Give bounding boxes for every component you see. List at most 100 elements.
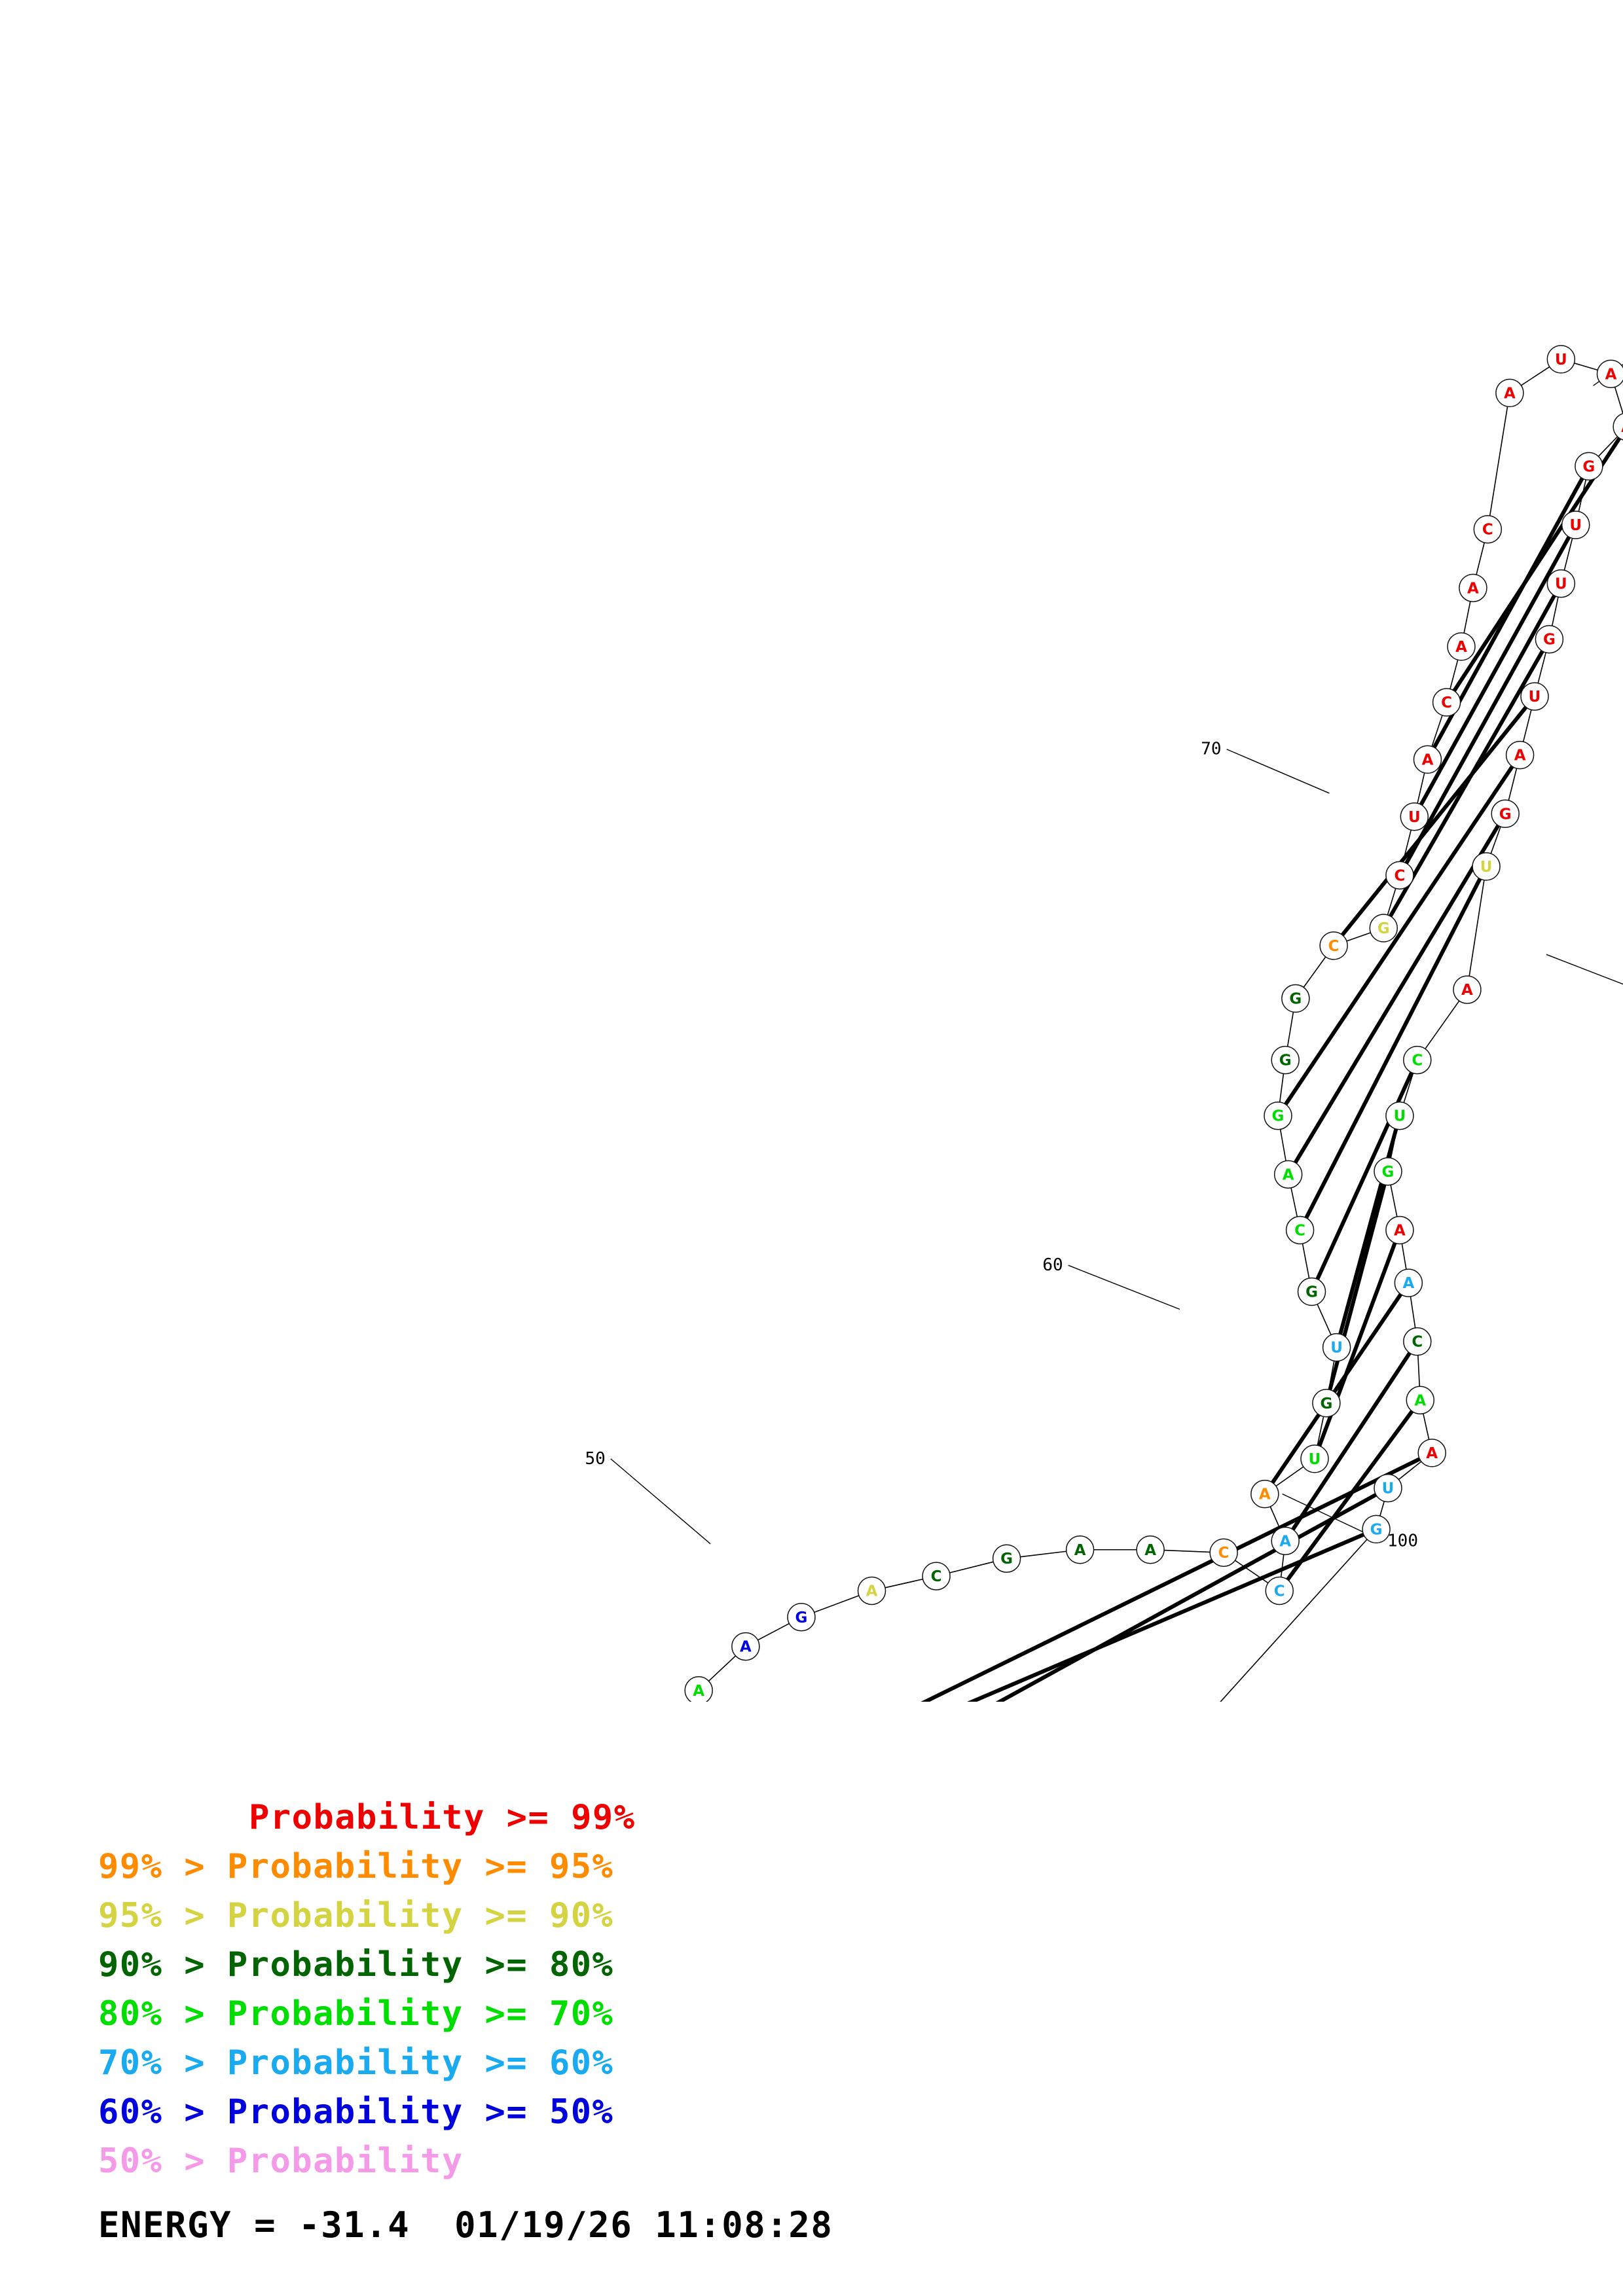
backbone-link xyxy=(1423,1413,1430,1440)
nucleotide-73[interactable]: A xyxy=(1413,745,1442,774)
nucleotide-letter: A xyxy=(1621,419,1623,436)
nucleotide-60[interactable]: U xyxy=(1300,1444,1329,1473)
nucleotide-63[interactable]: G xyxy=(1297,1277,1326,1306)
nucleotide-54[interactable]: A xyxy=(1065,1535,1095,1564)
nucleotide-83[interactable]: U xyxy=(1561,511,1590,539)
nucleotide-circle xyxy=(1403,1045,1432,1075)
nucleotide-letter: C xyxy=(1294,1222,1305,1239)
nucleotide-80[interactable]: A xyxy=(1596,359,1623,389)
nucleotide-64[interactable]: C xyxy=(1285,1215,1315,1245)
nucleotide-59[interactable]: A xyxy=(1250,1479,1279,1509)
nucleotide-circle xyxy=(1271,1526,1300,1556)
nucleotide-79[interactable]: U xyxy=(1546,345,1576,374)
nucleotide-66[interactable]: G xyxy=(1264,1101,1292,1130)
nucleotide-48[interactable]: A xyxy=(684,1676,713,1702)
backbone-link xyxy=(1551,596,1559,626)
nucleotide-88[interactable]: G xyxy=(1491,799,1520,829)
backbone-link xyxy=(1417,1355,1421,1387)
backbone-link xyxy=(1346,932,1371,942)
backbone-link xyxy=(1614,387,1623,414)
nucleotide-72[interactable]: U xyxy=(1400,802,1429,831)
nucleotide-99[interactable]: U xyxy=(1374,1473,1402,1503)
backbone-link xyxy=(814,1595,860,1613)
nucleotide-76[interactable]: A xyxy=(1459,573,1487,603)
nucleotide-circle xyxy=(922,1562,951,1590)
nucleotide-circle xyxy=(1400,802,1429,831)
nucleotide-51[interactable]: A xyxy=(857,1576,886,1605)
nucleotide-95[interactable]: A xyxy=(1394,1268,1423,1297)
nucleotide-75[interactable]: A xyxy=(1447,632,1476,661)
legend-row-2: 95% > Probability >= 90% xyxy=(0,1892,1623,1941)
nucleotide-circle xyxy=(1312,1389,1341,1418)
nucleotide-57[interactable]: C xyxy=(1265,1576,1294,1605)
nucleotide-circle xyxy=(1417,1439,1446,1467)
backbone-link xyxy=(1317,1304,1332,1335)
nucleotide-circle xyxy=(1271,1045,1300,1075)
nucleotide-letter: A xyxy=(693,1683,704,1700)
nucleotide-68[interactable]: G xyxy=(1281,984,1310,1013)
nucleotide-97[interactable]: A xyxy=(1406,1386,1435,1415)
nucleotide-49[interactable]: A xyxy=(731,1632,760,1661)
nucleotide-92[interactable]: U xyxy=(1385,1101,1414,1130)
nucleotide-94[interactable]: A xyxy=(1385,1215,1414,1245)
nucleotide-52[interactable]: C xyxy=(922,1562,951,1590)
nucleotide-circle xyxy=(1297,1277,1326,1306)
legend-row-3: 90% > Probability >= 80% xyxy=(0,1941,1623,1990)
nucleotide-87[interactable]: A xyxy=(1505,740,1535,770)
nucleotide-89[interactable]: U xyxy=(1472,852,1501,881)
nucleotide-circle xyxy=(1385,1215,1414,1245)
backbone-link xyxy=(884,1578,923,1588)
nucleotide-100[interactable]: G xyxy=(1362,1515,1391,1544)
nucleotide-letter: U xyxy=(1330,1340,1343,1357)
nucleotide-61[interactable]: G xyxy=(1312,1389,1341,1418)
nucleotide-letter: G xyxy=(1499,806,1512,823)
nucleotide-circle xyxy=(1453,975,1482,1004)
nucleotide-56[interactable]: C xyxy=(1209,1538,1238,1567)
nucleotide-78[interactable]: A xyxy=(1495,378,1524,408)
nucleotide-62[interactable]: U xyxy=(1322,1333,1351,1362)
backbone-link xyxy=(1476,542,1486,575)
nucleotide-70[interactable]: G xyxy=(1369,914,1398,942)
nucleotide-58[interactable]: A xyxy=(1271,1526,1300,1556)
nucleotide-77[interactable]: C xyxy=(1473,514,1503,544)
base-pair-bond xyxy=(1419,535,1571,806)
backbone-link xyxy=(1379,1501,1385,1516)
nucleotide-letter: C xyxy=(1394,867,1405,884)
base-pair-bond xyxy=(995,1493,1377,1702)
nucleotide-86[interactable]: U xyxy=(1520,682,1549,711)
nucleotide-50[interactable]: G xyxy=(787,1603,816,1632)
nucleotide-81[interactable]: A xyxy=(1613,413,1623,440)
nucleotide-85[interactable]: G xyxy=(1535,624,1564,654)
nucleotide-53[interactable]: G xyxy=(992,1544,1021,1573)
nucleotide-circle xyxy=(1136,1535,1165,1564)
nucleotide-90[interactable]: A xyxy=(1453,975,1482,1004)
nucleotide-67[interactable]: G xyxy=(1271,1045,1300,1075)
nucleotide-letter: C xyxy=(1482,522,1493,539)
backbone-link xyxy=(1275,1466,1304,1487)
nucleotide-71[interactable]: C xyxy=(1385,861,1414,890)
nucleotide-55[interactable]: A xyxy=(1136,1535,1165,1564)
nucleotide-93[interactable]: G xyxy=(1374,1157,1402,1186)
legend-row-0: Probability >= 99% xyxy=(0,1793,1623,1842)
nucleotide-69[interactable]: C xyxy=(1319,931,1348,960)
nucleotide-circle xyxy=(1374,1157,1402,1186)
legend-row-6: 60% > Probability >= 50% xyxy=(0,2088,1623,2137)
nucleotide-letter: A xyxy=(1283,1166,1294,1183)
nucleotide-circle xyxy=(1505,740,1535,770)
nucleotide-82[interactable]: G xyxy=(1575,452,1603,481)
nucleotide-96[interactable]: C xyxy=(1403,1327,1432,1356)
nucleotide-circle xyxy=(1413,745,1442,774)
nucleotide-91[interactable]: C xyxy=(1403,1045,1432,1075)
legend-row-prefix: 50% > xyxy=(98,2142,227,2181)
nucleotide-circle xyxy=(1447,632,1476,661)
nucleotide-84[interactable]: U xyxy=(1546,569,1576,598)
nucleotide-98[interactable]: A xyxy=(1417,1439,1446,1467)
nucleotide-74[interactable]: C xyxy=(1432,688,1461,717)
base-pair-bond xyxy=(1293,824,1500,1164)
nucleotide-letter: A xyxy=(1074,1542,1086,1559)
nucleotide-letter: A xyxy=(1605,366,1617,383)
legend-row-7: 50% > Probability xyxy=(0,2137,1623,2186)
nucleotide-65[interactable]: A xyxy=(1273,1160,1303,1189)
nucleotide-letter: C xyxy=(1328,938,1340,955)
nucleotide-circle xyxy=(1385,861,1414,890)
